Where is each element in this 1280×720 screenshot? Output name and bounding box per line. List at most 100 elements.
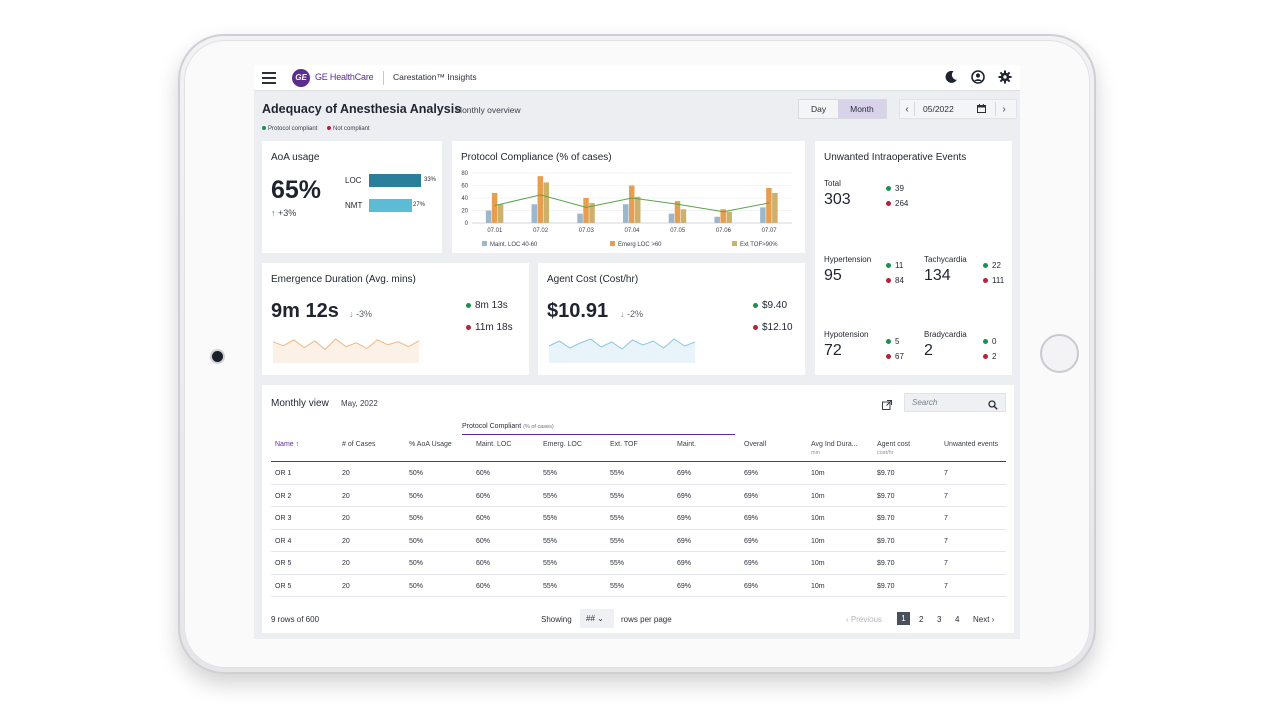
event-total-bad: 264 [886,199,908,208]
table-cell: 10m [811,515,825,522]
monthly-view-card: Monthly view May, 2022 Search Protocol C… [262,385,1014,633]
menu-icon[interactable] [262,72,276,84]
bar-0-4 [668,213,675,223]
date-value[interactable]: 05/2022 [923,104,954,114]
column-header-10[interactable]: Unwanted events [944,441,999,448]
compliance-title: Protocol Compliance (% of cases) [461,152,612,163]
page-2-button[interactable]: 2 [919,615,924,624]
home-button[interactable] [1040,334,1079,373]
aoa-bar-nmt-label: NMT [345,201,363,210]
toggle-month[interactable]: Month [838,100,886,118]
y-tick-label: 60 [461,184,468,190]
toggle-day[interactable]: Day [811,104,827,114]
monthly-period: May, 2022 [341,399,378,408]
page-1-button[interactable]: 1 [897,612,910,625]
agent-good: $9.40 [753,300,787,311]
calendar-icon[interactable] [977,103,989,115]
column-header-0[interactable]: Name ↑ [275,441,300,448]
external-link-icon[interactable] [882,397,892,415]
y-tick-label: 40 [461,196,468,202]
sort-arrow-icon[interactable]: ↑ [293,441,300,448]
aoa-title: AoA usage [271,152,320,163]
table-cell: $9.70 [877,582,895,590]
table-cell: 7 [944,537,948,545]
search-input[interactable]: Search [904,393,1006,412]
bar-0-3 [623,204,629,223]
column-header-6[interactable]: Maint. [677,441,697,448]
chevron-left-icon[interactable]: ‹ [905,103,909,115]
agent-cost-card: Agent Cost (Cost/hr) $10.91 ↓ -2% $9.40 … [538,263,805,375]
arrow-up-icon: ↑ [271,208,276,218]
table-cell: 50% [409,560,424,567]
event-bradycardia-label: Bradycardia [924,330,967,339]
bar-1-5 [720,209,726,223]
table-cell: 10m [811,582,825,590]
column-header-2[interactable]: % AoA Usage [409,441,452,448]
bar-2-2 [589,203,595,223]
table-cell: 55% [543,560,558,567]
column-header-3[interactable]: Maint. LOC [476,441,512,448]
brand-divider [383,71,384,85]
legend-label-1: Emerg LOC >60 [618,242,662,248]
arrow-down-icon: ↓ [349,309,354,319]
previous-button[interactable]: ‹ Previous [846,615,883,624]
moon-icon[interactable] [943,70,958,85]
red-dot-icon [983,354,988,360]
legend-swatch-0 [482,241,487,246]
green-dot-icon [262,126,266,131]
column-header-7[interactable]: Overall [744,441,767,448]
column-header-4[interactable]: Emerg. LOC [543,441,582,448]
table-cell: 7 [944,515,948,522]
page-title: Adequacy of Anesthesia Analysis [262,102,462,116]
legend-swatch-1 [610,241,615,246]
column-header-8[interactable]: Avg Ind Dura... min [811,441,858,456]
aoa-bar-loc-label: LOC [345,176,362,185]
legend-swatch-2 [732,241,737,246]
aoa-bar-nmt [369,199,412,212]
search-icon[interactable] [988,397,998,415]
bar-2-5 [726,211,732,223]
column-header-1[interactable]: # of Cases [342,441,376,448]
emergence-title: Emergence Duration (Avg. mins) [271,274,416,285]
bar-1-0 [491,193,498,223]
rows-per-page-select[interactable]: ## ⌄ [580,609,614,628]
table-cell: 60% [476,470,491,477]
table-cell: 7 [944,560,948,567]
red-dot-icon [886,278,891,284]
event-hypotension-label: Hypotension [824,330,869,339]
table-row[interactable]: OR 4 20 50% 60% 55% 55% 69% 69% 10m $9.70 7 [271,530,1006,552]
table-cell: 50% [409,515,424,522]
showing-label: Showing [541,615,572,624]
table-row[interactable]: OR 5 20 50% 60% 55% 55% 69% 69% 10m $9.70 7 [271,552,1006,575]
table-cell: 69% [677,492,692,500]
red-dot-icon [983,278,988,284]
table-row[interactable]: OR 3 20 50% 60% 55% 55% 69% 69% 10m $9.70 7 [271,507,1006,530]
table-cell: OR 3 [275,515,292,522]
table-cell: 55% [543,537,558,545]
gear-icon[interactable] [997,70,1012,85]
chevron-right-icon[interactable]: › [1002,103,1006,115]
table-cell: OR 1 [275,470,292,477]
y-tick-label: 20 [461,209,468,215]
column-header-5[interactable]: Ext. TOF [610,441,638,448]
table-cell: 69% [677,537,692,545]
x-tick-label: 07.07 [762,228,778,234]
table-cell: 55% [610,515,625,522]
page-4-button[interactable]: 4 [955,615,960,624]
table-cell: $9.70 [877,492,895,500]
table-row[interactable]: OR 1 20 50% 60% 55% 55% 69% 69% 10m $9.70 7 [271,462,1006,485]
sparkline-area [549,339,695,363]
event-tachycardia-value: 134 [924,267,951,284]
chevron-right-icon: › [991,615,995,624]
column-header-9[interactable]: Agent cost cost/hr [877,441,911,456]
next-button[interactable]: Next › [973,615,995,624]
table-cell: 20 [342,582,350,590]
table-cell: 7 [944,492,948,500]
table-cell: $9.70 [877,537,895,545]
trend-line [494,194,770,213]
green-dot-icon [886,263,891,269]
table-row[interactable]: OR 5 20 50% 60% 55% 55% 69% 69% 10m $9.70 7 [271,575,1006,597]
page-3-button[interactable]: 3 [937,615,942,624]
user-icon[interactable] [970,70,985,85]
table-row[interactable]: OR 2 20 50% 60% 55% 55% 69% 69% 10m $9.70 7 [271,485,1006,507]
